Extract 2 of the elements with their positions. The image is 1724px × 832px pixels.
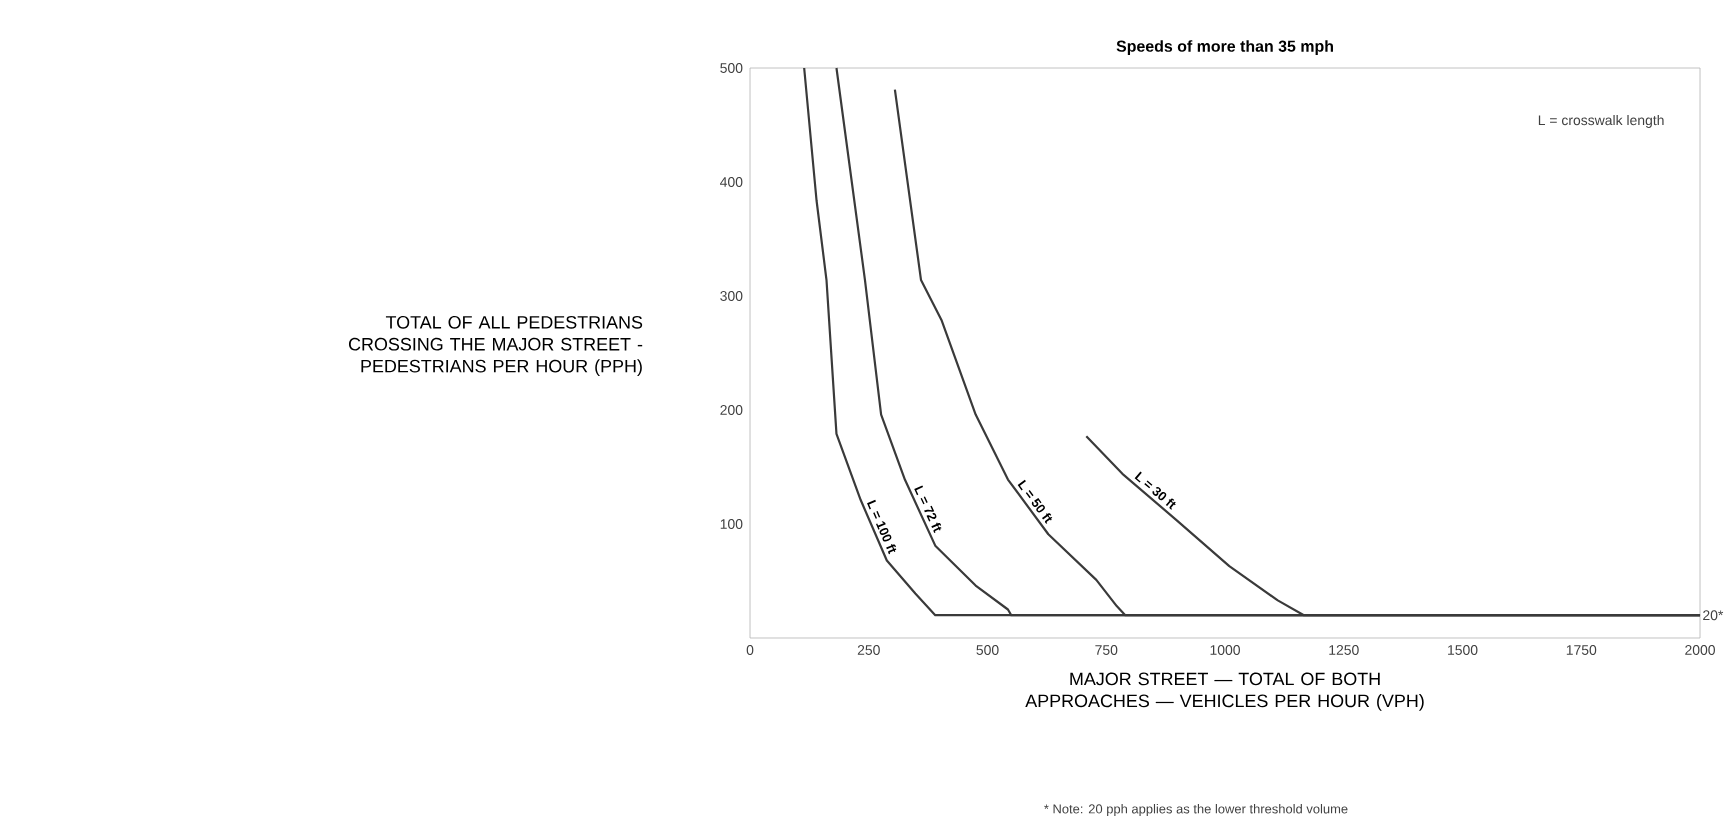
x-axis-title: MAJOR STREET — TOTAL OF BOTH APPROACHES — VEHICLES PER HOUR (VPH) (1025, 672, 1424, 711)
y-axis-title: TOTAL OF ALL PEDESTRIANS CROSSING THE MAJOR STREET - PEDESTRIANS PER HOUR (PPH) (348, 315, 643, 377)
